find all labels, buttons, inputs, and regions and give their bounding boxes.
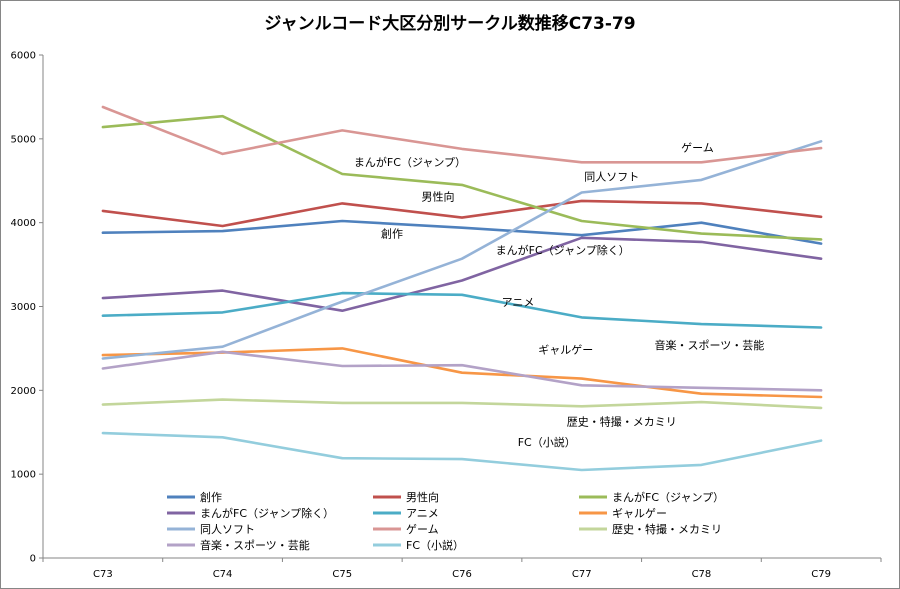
data-label: 創作 — [381, 227, 403, 241]
x-tick-label: C77 — [572, 569, 592, 580]
y-tick-label: 4000 — [11, 218, 36, 229]
x-tick-label: C79 — [811, 569, 831, 580]
series-line — [101, 431, 823, 472]
y-tick-label: 1000 — [11, 470, 36, 481]
series-line — [101, 291, 823, 329]
legend-label: 歴史・特撮・メカミリ — [612, 522, 722, 536]
y-tick-label: 6000 — [11, 51, 36, 62]
y-tick-label: 2000 — [11, 386, 36, 397]
data-label: 男性向 — [422, 190, 455, 204]
legend-label: まんがFC（ジャンプ） — [612, 490, 724, 504]
data-label: 音楽・スポーツ・芸能 — [655, 338, 765, 352]
data-label: ゲーム — [681, 141, 714, 154]
x-tick-label: C78 — [692, 569, 712, 580]
y-tick-label: 5000 — [11, 134, 36, 145]
y-tick-label: 3000 — [11, 302, 36, 313]
series-line — [101, 114, 823, 241]
series-line — [101, 347, 823, 399]
data-label: 同人ソフト — [584, 170, 639, 183]
legend-label: アニメ — [406, 507, 439, 520]
legend-label: FC（小説） — [406, 538, 464, 552]
series-line — [101, 398, 823, 410]
series-line — [101, 350, 823, 392]
legend-label: まんがFC（ジャンプ除く） — [200, 506, 334, 520]
x-tick-label: C76 — [452, 569, 472, 580]
legend-label: 同人ソフト — [200, 523, 255, 536]
legend-label: 創作 — [200, 490, 222, 504]
legend-label: ギャルゲー — [612, 507, 667, 520]
legend-label: 男性向 — [406, 490, 439, 504]
axes: 0 1000 2000 3000 4000 5000 6000 C73 C74 C75 C76 C77… — [11, 51, 882, 580]
series-line — [101, 199, 823, 228]
data-label: アニメ — [502, 296, 535, 309]
series-layer — [101, 105, 823, 472]
series-line — [101, 140, 823, 360]
y-tick-label: 0 — [30, 554, 36, 565]
x-tick-label: C73 — [93, 569, 113, 580]
series-line — [101, 105, 823, 164]
legend-label: ゲーム — [406, 523, 439, 536]
legend-label: 音楽・スポーツ・芸能 — [200, 538, 310, 552]
data-label: FC（小説） — [518, 435, 576, 449]
series-line — [101, 219, 823, 245]
x-tick-label: C75 — [332, 569, 352, 580]
data-label: まんがFC（ジャンプ） — [354, 155, 466, 169]
data-label: まんがFC（ジャンプ除く） — [496, 243, 630, 257]
data-label: ギャルゲー — [538, 344, 593, 357]
legend: 創作 男性向 まんがFC（ジャンプ） まんがFC（ジャンプ除く） アニメ ギャルゲー同人ソ… — [167, 490, 724, 552]
series-line — [101, 236, 823, 313]
data-label: 歴史・特撮・メカミリ — [567, 414, 677, 428]
x-tick-label: C74 — [213, 569, 233, 580]
chart-title: ジャンルコード大区分別サークル数推移C73-79 — [264, 13, 635, 34]
